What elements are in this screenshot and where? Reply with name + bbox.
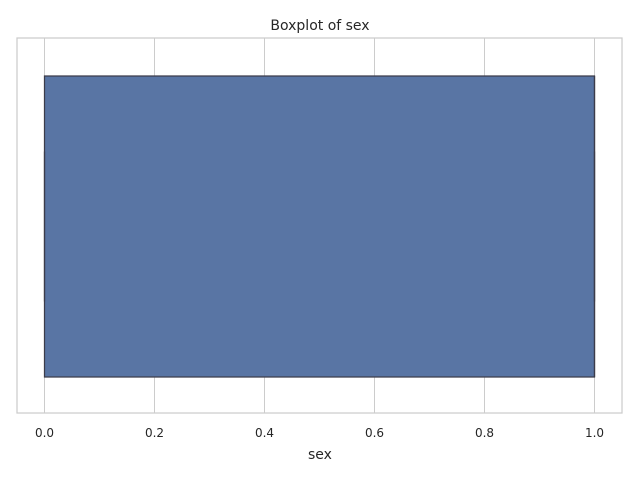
x-tick-label: 0.4 [255,426,274,440]
x-tick-label: 0.0 [35,426,54,440]
x-tick-label: 0.6 [365,426,384,440]
chart-title: Boxplot of sex [270,18,369,34]
x-axis-label: sex [308,447,332,463]
plot-frame [16,37,623,414]
box-iqr [43,75,596,378]
x-tick-label: 1.0 [585,426,604,440]
box-group [43,75,596,378]
x-tick-label: 0.2 [145,426,164,440]
x-tick-labels: 0.0 0.2 0.4 0.6 0.8 1.0 [35,426,604,440]
x-tick-label: 0.8 [475,426,494,440]
